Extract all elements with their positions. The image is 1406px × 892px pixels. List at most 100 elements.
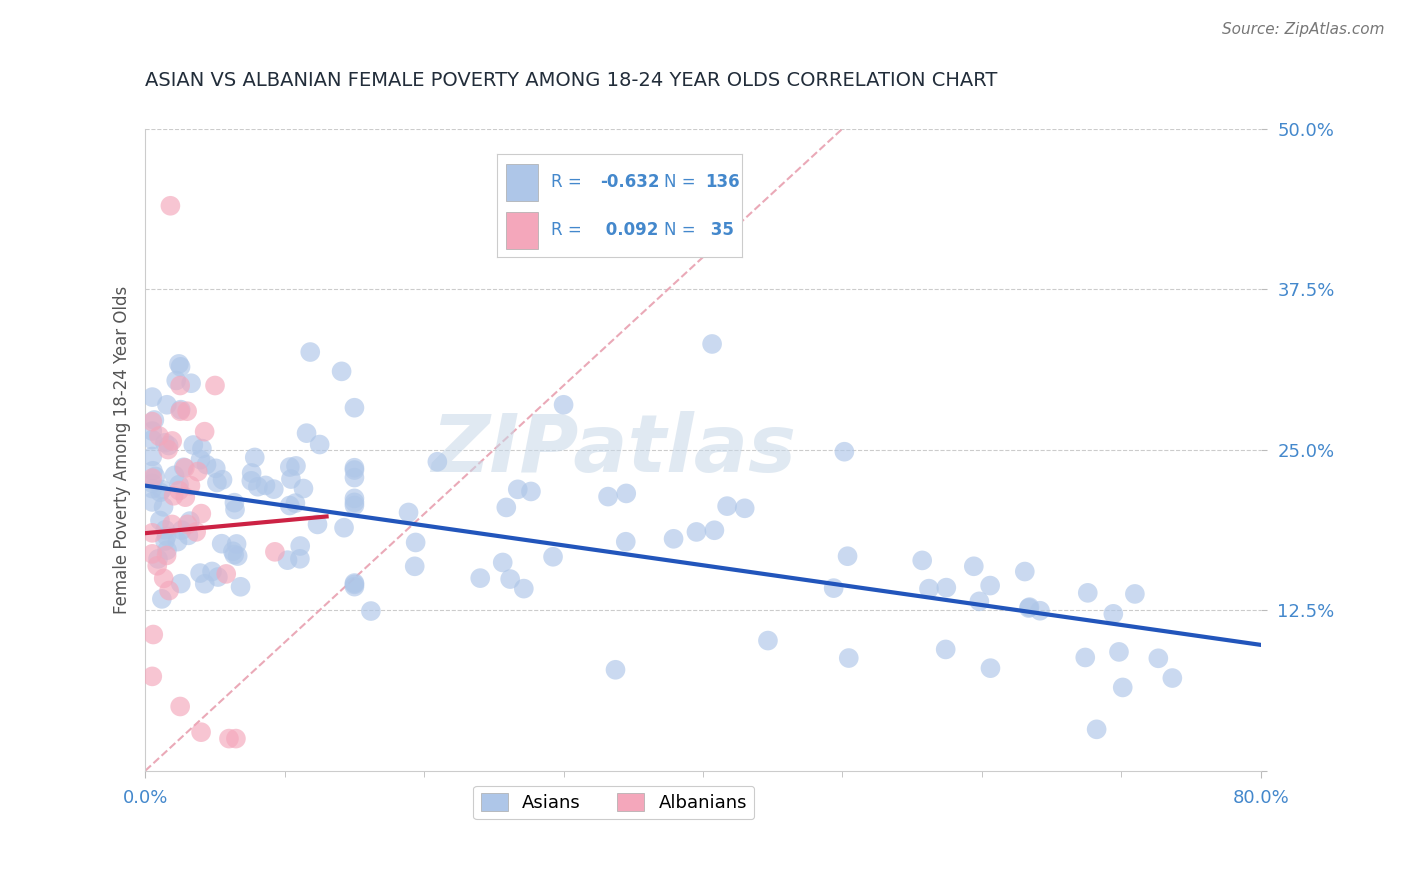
Point	[143, 469, 166, 483]
Point	[153, 435, 176, 450]
Point	[143, 413, 166, 427]
Point	[155, 523, 177, 537]
Point	[605, 663, 627, 677]
Point	[152, 500, 174, 514]
Point	[343, 499, 366, 513]
Point	[979, 578, 1001, 592]
Point	[426, 455, 449, 469]
Point	[173, 460, 195, 475]
Point	[823, 581, 845, 595]
Point	[188, 566, 211, 580]
Point	[224, 548, 246, 562]
Point	[169, 359, 191, 374]
Point	[204, 461, 226, 475]
Point	[194, 425, 217, 439]
Point	[499, 572, 522, 586]
Point	[360, 604, 382, 618]
Point	[170, 402, 193, 417]
Point	[159, 199, 181, 213]
Point	[1074, 650, 1097, 665]
Point	[141, 482, 163, 496]
Point	[1108, 645, 1130, 659]
Point	[165, 374, 187, 388]
Point	[141, 669, 163, 683]
Point	[156, 543, 179, 558]
Point	[734, 501, 756, 516]
Point	[174, 490, 197, 504]
Point	[183, 438, 205, 452]
Point	[141, 495, 163, 509]
Point	[142, 627, 165, 641]
Point	[343, 401, 366, 415]
Y-axis label: Female Poverty Among 18-24 Year Olds: Female Poverty Among 18-24 Year Olds	[114, 285, 131, 614]
Point	[146, 552, 169, 566]
Point	[470, 571, 492, 585]
Point	[288, 551, 311, 566]
Point	[1123, 587, 1146, 601]
Point	[141, 450, 163, 464]
Point	[405, 535, 427, 549]
Point	[167, 477, 190, 491]
Point	[979, 661, 1001, 675]
Point	[170, 523, 193, 537]
Point	[343, 580, 366, 594]
Point	[292, 482, 315, 496]
Point	[157, 438, 180, 452]
Point	[141, 433, 163, 447]
Point	[278, 460, 301, 475]
Point	[141, 415, 163, 429]
Point	[194, 576, 217, 591]
Point	[343, 491, 366, 506]
Point	[153, 534, 176, 549]
Point	[343, 576, 366, 591]
Point	[191, 442, 214, 456]
Point	[935, 642, 957, 657]
Point	[211, 473, 233, 487]
Point	[263, 482, 285, 496]
Point	[152, 571, 174, 585]
Legend: Asians, Albanians: Asians, Albanians	[474, 786, 754, 820]
Point	[190, 725, 212, 739]
Point	[284, 496, 307, 510]
Point	[187, 465, 209, 479]
Point	[205, 475, 228, 490]
Point	[148, 429, 170, 443]
Point	[308, 437, 330, 451]
Point	[224, 496, 246, 510]
Point	[495, 500, 517, 515]
Point	[186, 524, 208, 539]
Point	[404, 559, 426, 574]
Point	[278, 499, 301, 513]
Point	[492, 556, 515, 570]
Point	[254, 478, 277, 492]
Point	[190, 507, 212, 521]
Point	[963, 559, 986, 574]
Point	[240, 466, 263, 480]
Point	[162, 489, 184, 503]
Point	[179, 478, 201, 492]
Point	[155, 549, 177, 563]
Point	[834, 444, 856, 458]
Point	[1029, 604, 1052, 618]
Point	[146, 558, 169, 573]
Point	[176, 404, 198, 418]
Point	[160, 434, 183, 448]
Point	[703, 523, 725, 537]
Point	[756, 633, 779, 648]
Point	[333, 521, 356, 535]
Point	[685, 524, 707, 539]
Point	[1102, 607, 1125, 621]
Point	[169, 378, 191, 392]
Point	[969, 594, 991, 608]
Point	[179, 514, 201, 528]
Point	[218, 731, 240, 746]
Point	[295, 426, 318, 441]
Point	[141, 471, 163, 485]
Point	[157, 583, 180, 598]
Point	[141, 476, 163, 491]
Point	[398, 506, 420, 520]
Point	[343, 460, 366, 475]
Point	[170, 576, 193, 591]
Point	[1077, 586, 1099, 600]
Point	[276, 553, 298, 567]
